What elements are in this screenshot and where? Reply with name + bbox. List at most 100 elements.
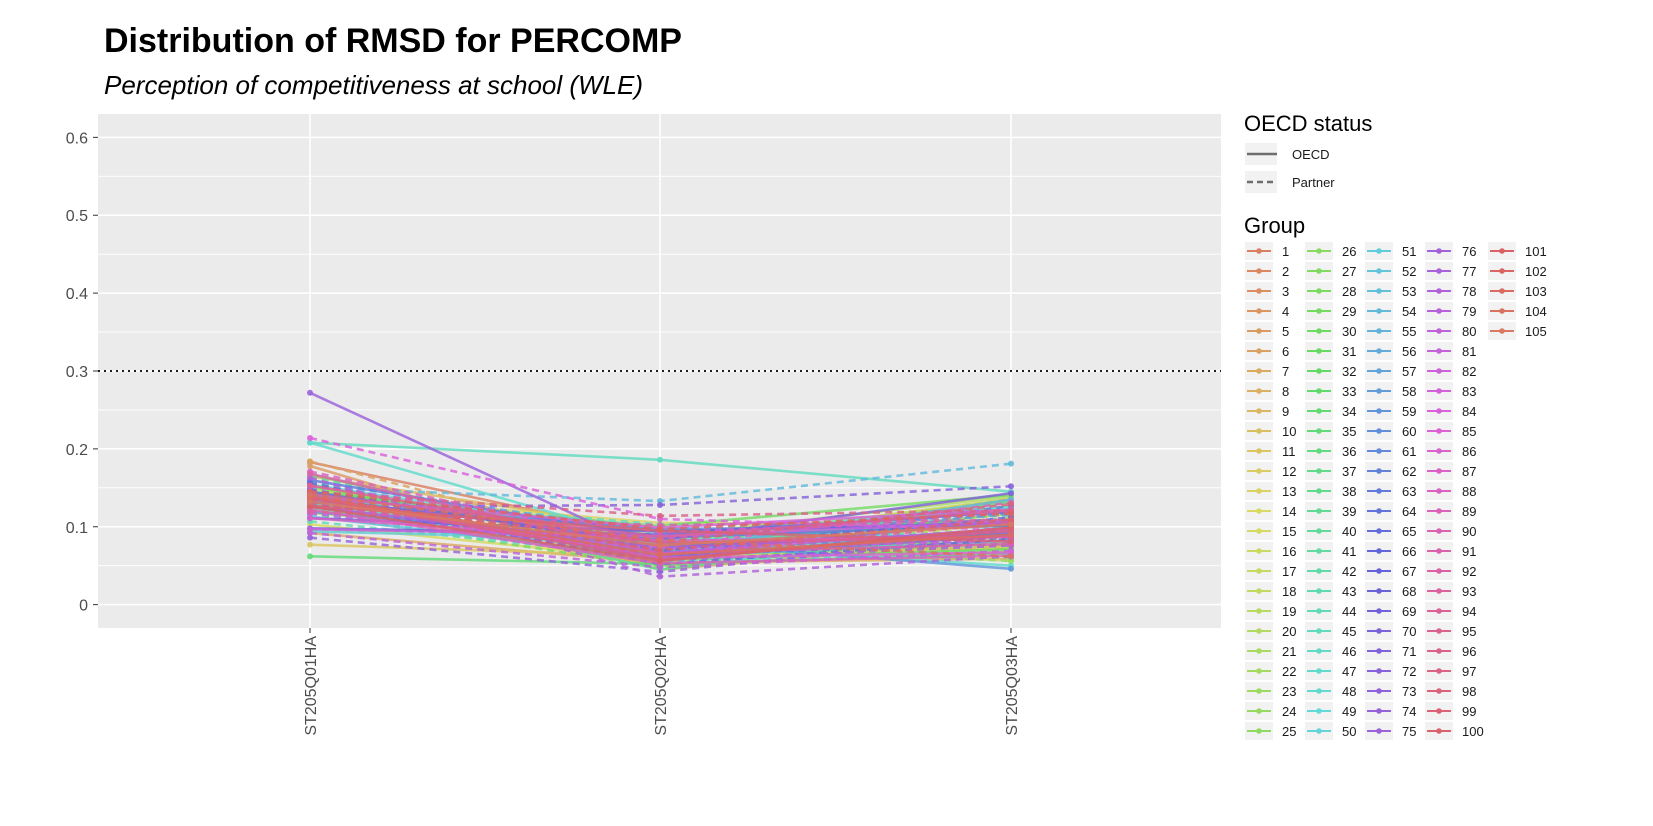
- legend-key-point: [1436, 648, 1442, 654]
- legend: OECD status Group OECDPartner12345678910…: [1244, 111, 1547, 740]
- legend-key-point: [1256, 568, 1262, 574]
- legend-item-group-21: 21: [1245, 642, 1296, 660]
- x-tick-label: ST205Q03HA: [1004, 636, 1021, 736]
- legend-label: 36: [1342, 444, 1356, 459]
- legend-key-point: [1256, 548, 1262, 554]
- legend-label: 16: [1282, 544, 1296, 559]
- legend-key-point: [1376, 468, 1382, 474]
- legend-label: 85: [1462, 424, 1476, 439]
- data-point: [657, 501, 663, 508]
- legend-item-group-3: 3: [1245, 282, 1289, 300]
- data-point: [307, 508, 313, 515]
- data-point: [1008, 501, 1014, 508]
- legend-item-group-96: 96: [1425, 642, 1476, 660]
- legend-label: 21: [1282, 644, 1296, 659]
- y-tick-label: 0.2: [66, 442, 88, 459]
- legend-key-point: [1376, 528, 1382, 534]
- legend-key-point: [1316, 548, 1322, 554]
- legend-item-group-41: 41: [1305, 542, 1356, 560]
- legend-label: 105: [1525, 324, 1547, 339]
- legend-label: 15: [1282, 524, 1296, 539]
- data-point: [307, 458, 313, 465]
- legend-label: 25: [1282, 724, 1296, 739]
- legend-item-group-34: 34: [1305, 402, 1356, 420]
- legend-label: 20: [1282, 624, 1296, 639]
- legend-key-point: [1436, 628, 1442, 634]
- legend-key-point: [1316, 348, 1322, 354]
- legend-key-point: [1376, 728, 1382, 734]
- legend-label: 77: [1462, 264, 1476, 279]
- legend-label: 74: [1402, 704, 1416, 719]
- legend-label: 93: [1462, 584, 1476, 599]
- legend-key-point: [1376, 328, 1382, 334]
- legend-key-point: [1316, 488, 1322, 494]
- legend-item-group-85: 85: [1425, 422, 1476, 440]
- legend-key-point: [1436, 308, 1442, 314]
- legend-label: 14: [1282, 504, 1296, 519]
- y-tick-label: 0.6: [66, 130, 88, 147]
- legend-label: 41: [1342, 544, 1356, 559]
- legend-item-group-53: 53: [1365, 282, 1416, 300]
- legend-label: 52: [1402, 264, 1416, 279]
- legend-item-group-63: 63: [1365, 482, 1416, 500]
- data-point: [1008, 483, 1014, 490]
- data-point: [307, 534, 313, 541]
- legend-key-point: [1436, 388, 1442, 394]
- legend-item-group-56: 56: [1365, 342, 1416, 360]
- legend-key-point: [1316, 528, 1322, 534]
- legend-key-point: [1256, 248, 1262, 254]
- legend-label: 28: [1342, 284, 1356, 299]
- legend-item-group-16: 16: [1245, 542, 1296, 560]
- legend-key-point: [1436, 588, 1442, 594]
- legend-item-group-50: 50: [1305, 722, 1356, 740]
- legend-item-group-98: 98: [1425, 682, 1476, 700]
- legend-item-group-24: 24: [1245, 702, 1296, 720]
- chart-subtitle: Perception of competitiveness at school …: [104, 70, 644, 100]
- legend-key-point: [1376, 568, 1382, 574]
- legend-item-group-79: 79: [1425, 302, 1476, 320]
- legend-key-point: [1316, 388, 1322, 394]
- series-lines: [307, 389, 1014, 580]
- legend-key-point: [1256, 528, 1262, 534]
- legend-item-group-71: 71: [1365, 642, 1416, 660]
- legend-label: 53: [1402, 284, 1416, 299]
- legend-key-point: [1256, 508, 1262, 514]
- legend-label: 91: [1462, 544, 1476, 559]
- x-tick-label: ST205Q02HA: [653, 636, 670, 736]
- legend-label: 101: [1525, 244, 1547, 259]
- legend-item-group-6: 6: [1245, 342, 1289, 360]
- legend-key-point: [1376, 248, 1382, 254]
- legend-item-group-73: 73: [1365, 682, 1416, 700]
- legend-item-group-93: 93: [1425, 582, 1476, 600]
- legend-key-point: [1376, 688, 1382, 694]
- legend-key-point: [1376, 608, 1382, 614]
- legend-key-point: [1256, 448, 1262, 454]
- series-line: [309, 436, 1012, 532]
- legend-key-point: [1256, 468, 1262, 474]
- legend-label: 62: [1402, 464, 1416, 479]
- legend-item-group-18: 18: [1245, 582, 1296, 600]
- legend-key-point: [1316, 608, 1322, 614]
- legend-item-group-19: 19: [1245, 602, 1296, 620]
- data-point: [1008, 531, 1014, 538]
- legend-label: 2: [1282, 264, 1289, 279]
- axes: 0 0.1 0.2 0.3 0.4 0.5 0.6 ST205Q01HA ST205Q02HA S…: [66, 130, 1021, 735]
- legend-item-group-104: 104: [1488, 302, 1547, 320]
- legend-item-group-7: 7: [1245, 362, 1289, 380]
- legend-item-group-66: 66: [1365, 542, 1416, 560]
- legend-item-group-31: 31: [1305, 342, 1356, 360]
- legend-item-group-37: 37: [1305, 462, 1356, 480]
- legend-item-group-49: 49: [1305, 702, 1356, 720]
- data-point: [1008, 516, 1014, 523]
- y-tick-label: 0.5: [66, 208, 88, 225]
- legend-key-point: [1376, 268, 1382, 274]
- legend-item-group-67: 67: [1365, 562, 1416, 580]
- legend-item-group-1: 1: [1245, 242, 1289, 260]
- data-point: [1008, 538, 1014, 545]
- legend-label: 63: [1402, 484, 1416, 499]
- legend-key-point: [1256, 688, 1262, 694]
- legend-item-group-61: 61: [1365, 442, 1416, 460]
- legend-item-group-89: 89: [1425, 502, 1476, 520]
- legend-key-point: [1256, 628, 1262, 634]
